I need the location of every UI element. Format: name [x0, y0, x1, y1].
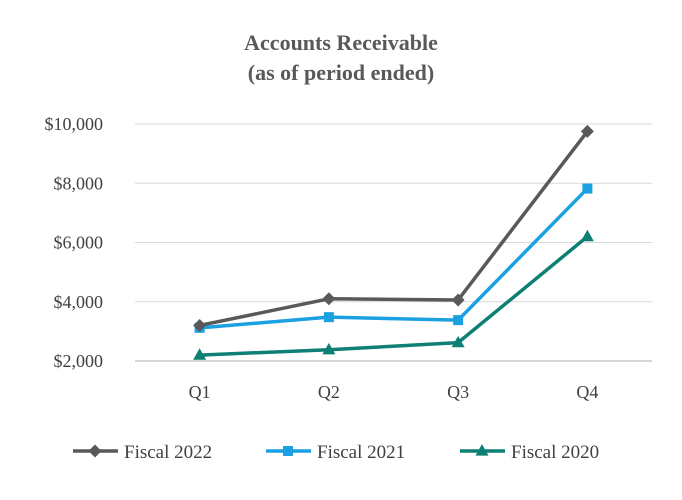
data-point-fiscal-2020 — [580, 229, 594, 242]
data-point-fiscal-2021 — [453, 315, 464, 326]
y-tick-label: $4,000 — [54, 292, 104, 312]
legend-item-fiscal-2021: Fiscal 2021 — [266, 442, 405, 463]
gridlines — [135, 123, 652, 303]
x-tick-label: Q2 — [318, 382, 340, 402]
data-point-fiscal-2021 — [323, 312, 334, 323]
data-point-fiscal-2022 — [322, 292, 336, 306]
legend-item-fiscal-2022: Fiscal 2022 — [73, 442, 212, 463]
data-point-fiscal-2021 — [582, 183, 593, 194]
data-point-fiscal-2022 — [193, 318, 207, 332]
legend-item-fiscal-2020: Fiscal 2020 — [460, 442, 599, 463]
series-fiscal-2022 — [193, 124, 594, 332]
series-line-fiscal-2022 — [199, 130, 589, 328]
data-point-fiscal-2022 — [451, 293, 465, 307]
data-point-fiscal-2020 — [451, 335, 465, 348]
data-point-fiscal-2020 — [322, 342, 336, 355]
series-group — [193, 124, 594, 360]
y-tick-label: $2,000 — [54, 351, 104, 371]
chart-title-line-1: Accounts Receivable — [244, 30, 438, 55]
x-tick-label: Q3 — [447, 382, 469, 402]
legend-marker-fiscal-2021 — [283, 446, 293, 456]
series-line-fiscal-2020 — [199, 235, 589, 357]
legend: Fiscal 2022 Fiscal 2021 Fiscal 2020 — [73, 442, 599, 463]
data-point-fiscal-2020 — [193, 348, 207, 360]
x-tick-label: Q1 — [189, 382, 211, 402]
legend-marker-fiscal-2020 — [475, 444, 489, 456]
axes: $2,000 $4,000 $6,000 $8,000 $10,000 Q1 Q2 Q3 Q4 — [45, 114, 652, 402]
y-tick-label: $10,000 — [45, 114, 104, 134]
x-tick-label: Q4 — [576, 382, 598, 402]
y-tick-label: $8,000 — [54, 173, 104, 193]
series-fiscal-2020 — [193, 229, 594, 360]
legend-label-fiscal-2021: Fiscal 2021 — [317, 442, 405, 463]
series-fiscal-2021 — [194, 183, 593, 333]
series-line-fiscal-2021 — [199, 187, 589, 330]
chart-title-line-2: (as of period ended) — [248, 60, 434, 85]
legend-label-fiscal-2020: Fiscal 2020 — [511, 442, 599, 463]
legend-label-fiscal-2022: Fiscal 2022 — [124, 442, 212, 463]
legend-marker-fiscal-2022 — [88, 444, 102, 458]
data-point-fiscal-2022 — [580, 124, 594, 138]
y-tick-label: $6,000 — [54, 233, 104, 253]
